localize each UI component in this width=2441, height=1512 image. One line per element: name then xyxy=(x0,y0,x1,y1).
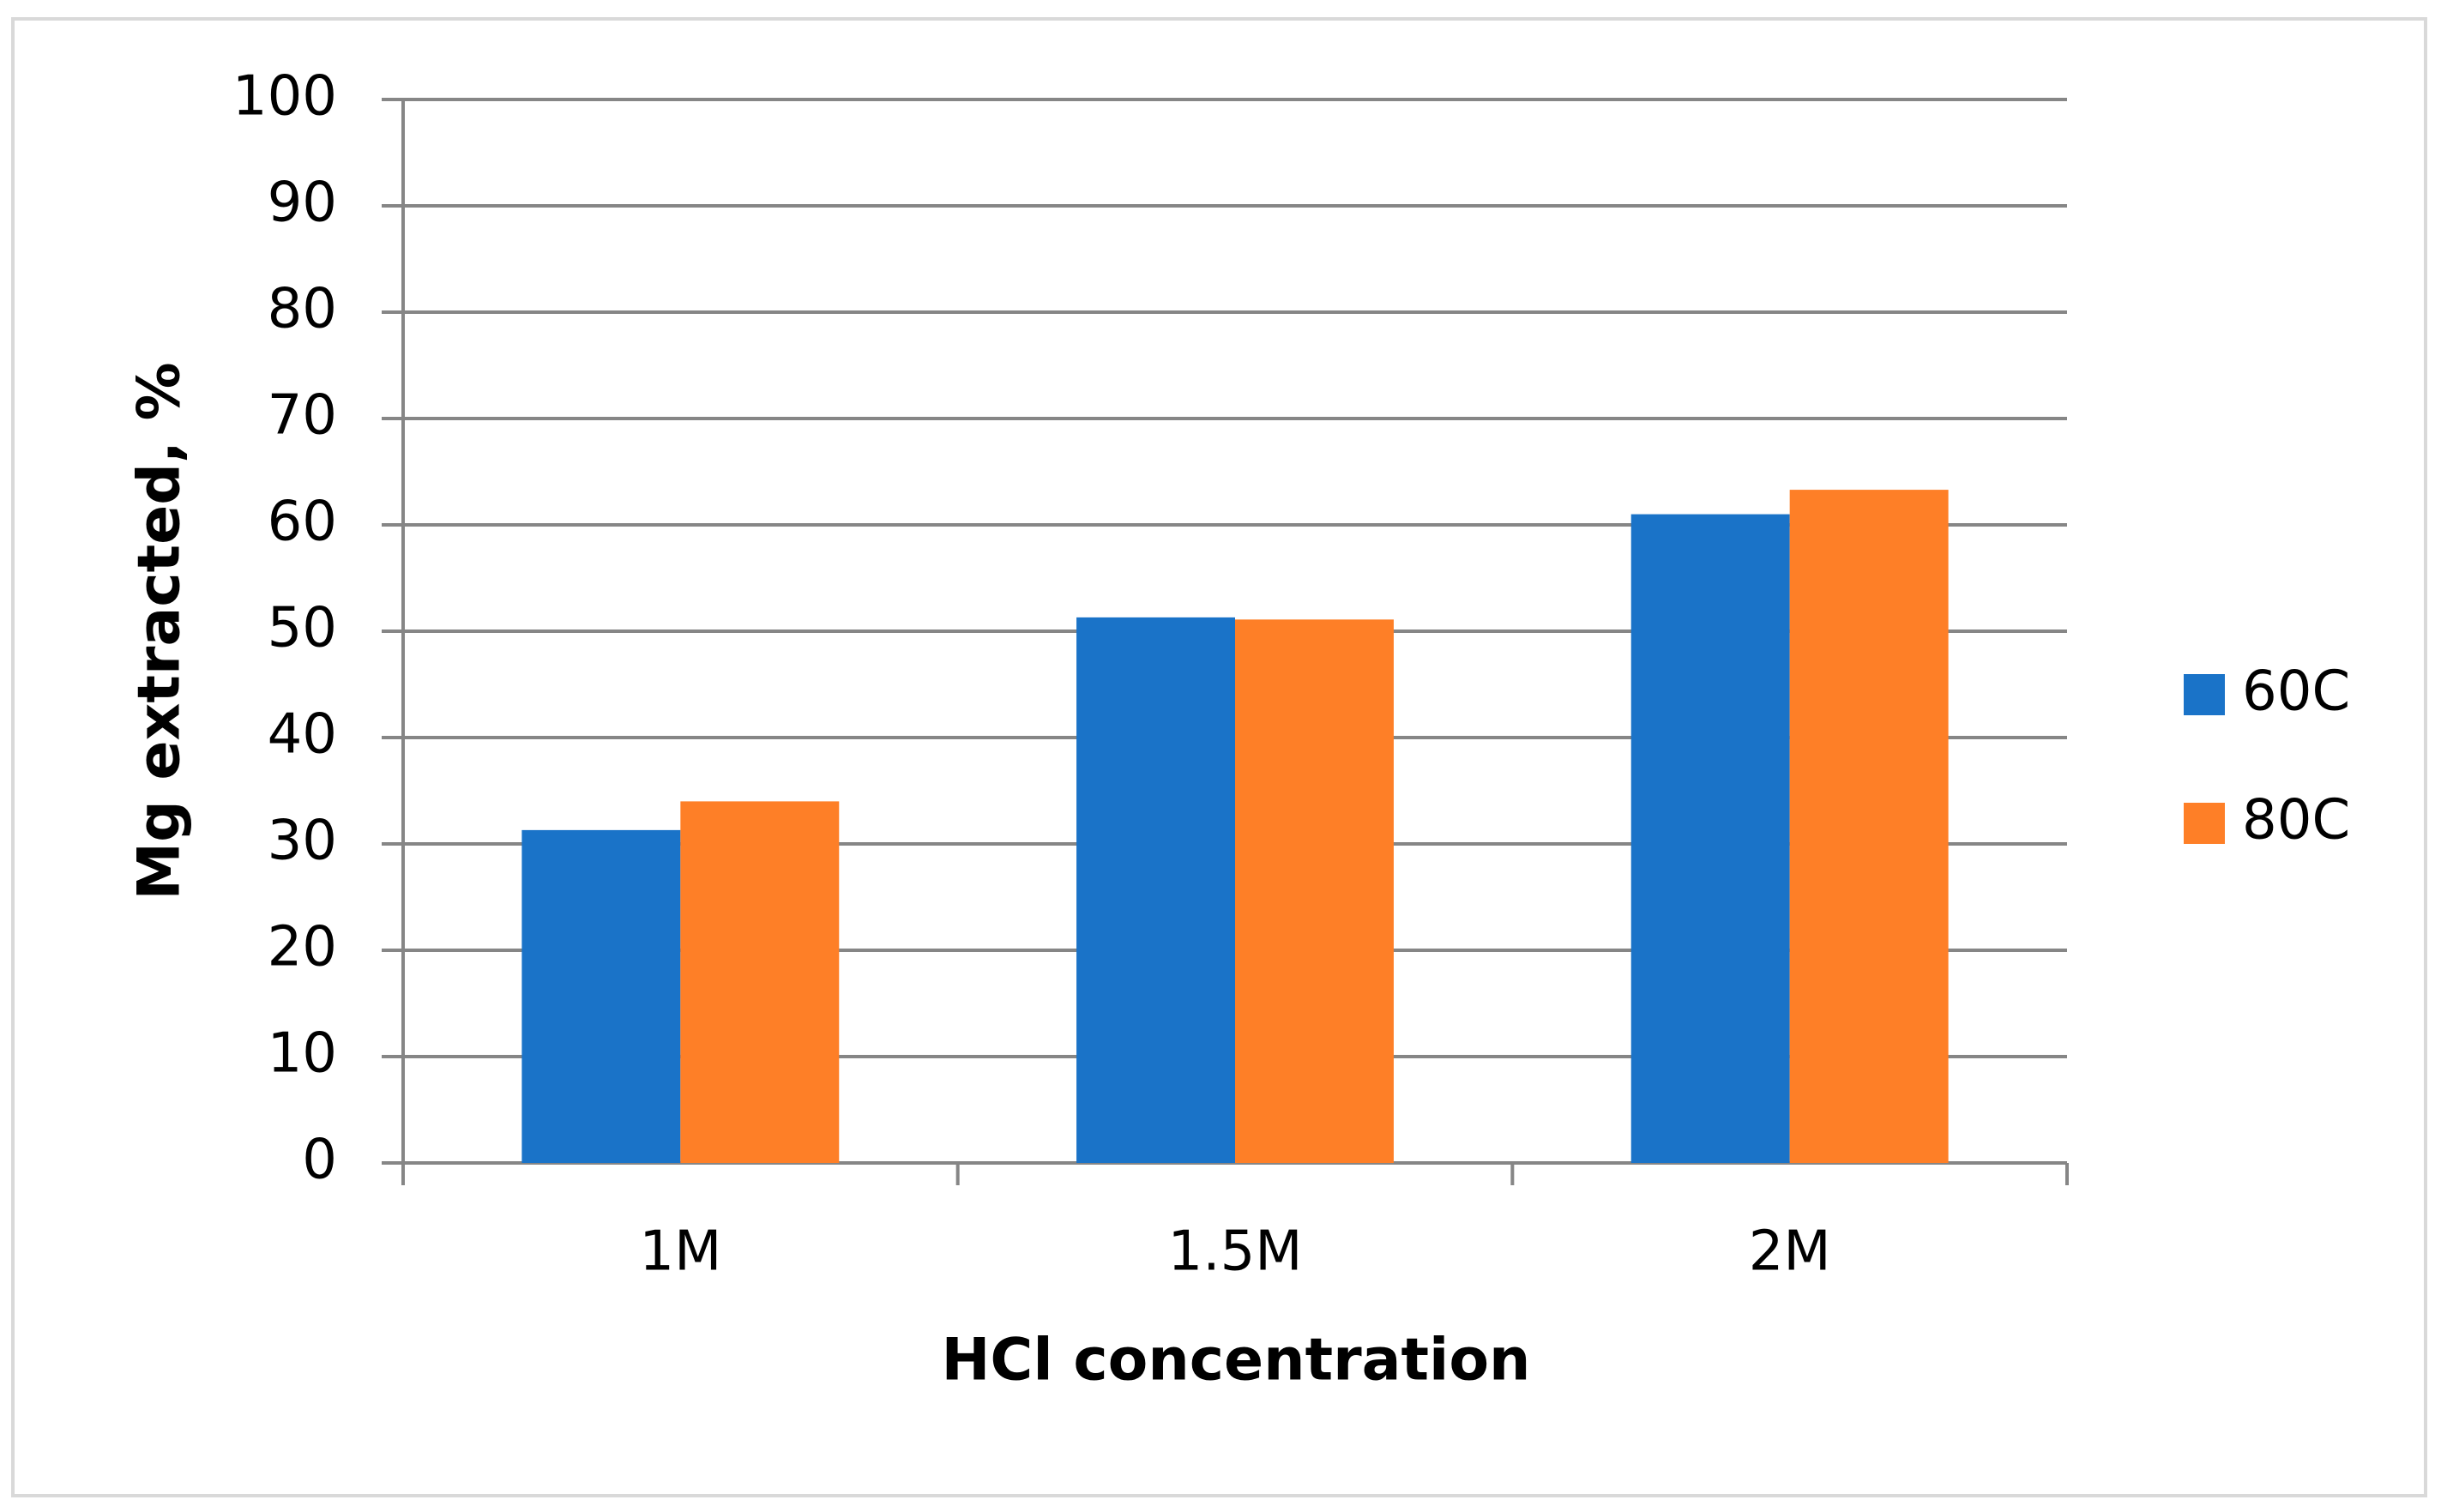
x-axis-title: HCl concentration xyxy=(942,1327,1531,1395)
y-tick-label: 10 xyxy=(268,1022,337,1086)
bar xyxy=(1235,619,1394,1163)
legend-swatch xyxy=(2184,674,2225,715)
bar xyxy=(521,829,681,1163)
y-axis-title: Mg extracted, % xyxy=(126,362,194,900)
bar xyxy=(1076,617,1235,1163)
y-tick-label: 100 xyxy=(232,65,337,129)
y-tick-label: 90 xyxy=(268,172,337,235)
x-tick-label: 1.5M xyxy=(1168,1220,1303,1284)
y-tick-label: 20 xyxy=(268,916,337,979)
bar xyxy=(1789,490,1949,1163)
y-tick-label: 70 xyxy=(268,384,337,448)
y-tick-label: 30 xyxy=(268,810,337,873)
bar xyxy=(1630,514,1790,1163)
y-tick-label: 0 xyxy=(302,1129,337,1192)
x-tick-label: 2M xyxy=(1749,1220,1831,1284)
y-tick-label: 80 xyxy=(268,278,337,341)
y-tick-label: 40 xyxy=(268,703,337,767)
legend-swatch xyxy=(2184,803,2225,844)
x-tick-label: 1M xyxy=(639,1220,721,1284)
y-tick-label: 60 xyxy=(268,491,337,554)
bar xyxy=(680,801,840,1163)
legend-label: 80C xyxy=(2242,789,2350,852)
legend-label: 60C xyxy=(2242,660,2350,724)
y-tick-label: 50 xyxy=(268,597,337,660)
